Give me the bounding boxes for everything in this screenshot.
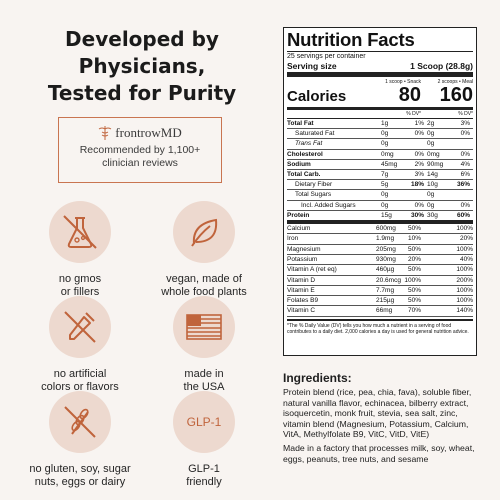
- ingredients-text: Protein blend (rice, pea, chia, fava), s…: [283, 387, 472, 440]
- dropper-icon: [49, 296, 111, 358]
- flask-icon: [49, 201, 111, 263]
- nutrient-row: Total Fat 1g 1% 2g 3%: [287, 119, 473, 130]
- allergen-statement: Made in a factory that processes milk, s…: [283, 442, 475, 464]
- nutrient-row: Dietary Fiber 5g 18% 10g 36%: [287, 180, 473, 191]
- vitamin-row: Folates B9 215µg 50% 100%: [287, 296, 473, 307]
- headline: Developed by Physicians, Tested for Puri…: [22, 26, 262, 107]
- vitamin-row: Vitamin A (ret eq) 460µg 50% 100%: [287, 265, 473, 276]
- feature-label: GLP-1 friendly: [186, 463, 222, 488]
- feature-glp1: GLP-1 GLP-1 friendly: [144, 391, 264, 489]
- feature-label: no artificial colors or flavors: [41, 368, 119, 393]
- us-flag-icon: [173, 296, 235, 358]
- vitamin-row: Vitamin D 20.6mcg 100% 200%: [287, 276, 473, 286]
- headline-line: Physicians,: [78, 54, 206, 78]
- feature-label: vegan, made of whole food plants: [161, 273, 247, 298]
- vitamin-row: Iron 1.9mg 10% 20%: [287, 234, 473, 245]
- feature-made-in-usa: made in the USA: [144, 296, 264, 394]
- headline-line: Tested for Purity: [47, 81, 237, 105]
- serving-size-row: Serving size 1 Scoop (28.8g): [287, 61, 473, 77]
- vitamin-rows: Calcium 600mg 50% 100% Iron 1.9mg 10% 20% Magnes…: [287, 224, 473, 317]
- feature-no-gmos: no gmos or fillers: [20, 201, 140, 299]
- nutrient-row: Total Carb. 7g 3% 14g 6%: [287, 170, 473, 181]
- vitamin-row: Calcium 600mg 50% 100%: [287, 224, 473, 235]
- endorsement-badge: frontrowMD Recommended by 1,100+ clinici…: [58, 117, 222, 183]
- feature-allergen-free: no gluten, soy, sugar nuts, eggs or dairy: [20, 391, 140, 489]
- calories-row: Calories 80 160: [287, 85, 473, 110]
- ingredients-section: Ingredients: Protein blend (rice, pea, c…: [283, 371, 483, 467]
- nutrient-row: Cholesterol 0mg 0% 0mg 0%: [287, 150, 473, 160]
- endorsement-text: Recommended by 1,100+ clinician reviews: [79, 144, 201, 169]
- feature-label: no gluten, soy, sugar nuts, eggs or dairy: [29, 463, 131, 488]
- vitamin-row: Magnesium 205mg 50% 100%: [287, 245, 473, 255]
- feature-label: no gmos or fillers: [58, 273, 102, 298]
- nutrition-title: Nutrition Facts: [287, 30, 473, 52]
- glp1-icon: GLP-1: [173, 391, 235, 453]
- nutrient-row: Total Sugars 0g 0g: [287, 190, 473, 201]
- feature-no-artificial: no artificial colors or flavors: [20, 296, 140, 394]
- nutrient-row: Protein 15g 30% 30g 60%: [287, 211, 473, 225]
- vitamin-row: Potassium 930mg 20% 40%: [287, 255, 473, 266]
- feature-label: made in the USA: [183, 368, 225, 393]
- no-wheat-icon: [49, 391, 111, 453]
- brand-name: frontrowMD: [115, 125, 182, 140]
- leaf-icon: [173, 201, 235, 263]
- ingredients-title: Ingredients:: [283, 371, 352, 385]
- vitamin-row: Vitamin E 7.7mg 50% 100%: [287, 286, 473, 297]
- frontrowmd-logo: frontrowMD: [59, 125, 221, 141]
- dv-footnote: *The % Daily Value (DV) tells you how mu…: [287, 318, 473, 335]
- nutrient-row: Incl. Added Sugars 0g 0% 0g 0%: [287, 201, 473, 211]
- nutrient-rows: Total Fat 1g 1% 2g 3% Saturated Fat 0g 0% 0g 0% Tr…: [287, 119, 473, 225]
- left-column: Developed by Physicians, Tested for Puri…: [20, 26, 264, 489]
- glp1-icon-text: GLP-1: [186, 415, 222, 429]
- nutrient-row: Trans Fat 0g 0g: [287, 139, 473, 150]
- feature-vegan: vegan, made of whole food plants: [144, 201, 264, 299]
- nutrient-row: Sodium 45mg 2% 90mg 4%: [287, 160, 473, 171]
- vitamin-row: Vitamin C 66mg 70% 140%: [287, 306, 473, 317]
- servings-per-container: 25 servings per container: [287, 53, 366, 60]
- nutrient-row: Saturated Fat 0g 0% 0g 0%: [287, 129, 473, 140]
- column-headers: 1 scoop • Snack 2 scoops • Meal: [385, 79, 473, 85]
- daily-value-header: % DV* % DV*: [287, 110, 473, 119]
- nutrition-facts-panel: Nutrition Facts 25 servings per containe…: [283, 27, 477, 356]
- caduceus-icon: [99, 126, 112, 140]
- headline-line: Developed by: [65, 27, 219, 51]
